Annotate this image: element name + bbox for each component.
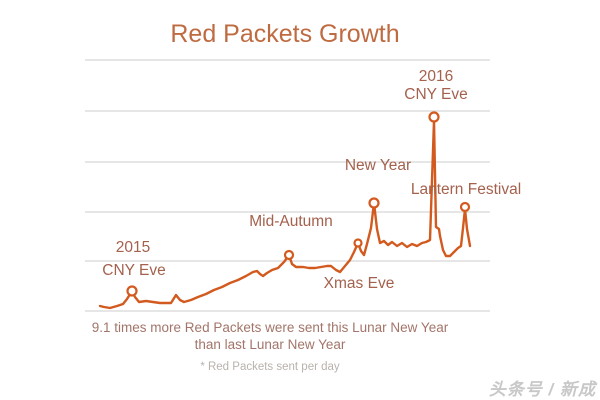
- label-new-year: New Year: [344, 157, 412, 174]
- marker-new-year: [368, 197, 380, 209]
- watermark: 头条号 / 新成: [488, 380, 596, 399]
- caption-line-1: 9.1 times more Red Packets were sent thi…: [91, 320, 449, 335]
- red-packets-line-series: [98, 119, 472, 310]
- label-2015-cny-eve: CNY Eve: [102, 262, 166, 279]
- marker-2015-cny-eve: [126, 285, 138, 297]
- marker-lantern-festival: [459, 201, 471, 213]
- chart-footnote: * Red Packets sent per day: [200, 361, 340, 373]
- label-mid-autumn: Mid-Autumn: [249, 213, 333, 230]
- marker-xmas-eve: [353, 238, 363, 248]
- caption-line-2: than last Lunar New Year: [194, 336, 346, 352]
- chart-title: Red Packets Growth: [170, 20, 400, 48]
- key-fact-caption: 9.1 times more Red Packets were sent thi…: [60, 320, 480, 353]
- label-2016-cny-eve: CNY Eve: [404, 86, 468, 103]
- marker-2016-cny-eve: [428, 111, 440, 123]
- label-lantern-festival: Lantern Festival: [410, 181, 522, 198]
- label-2015: 2015: [115, 239, 151, 256]
- label-2016: 2016: [418, 68, 454, 85]
- marker-mid-autumn: [283, 249, 295, 261]
- label-xmas-eve: Xmas Eve: [323, 275, 395, 292]
